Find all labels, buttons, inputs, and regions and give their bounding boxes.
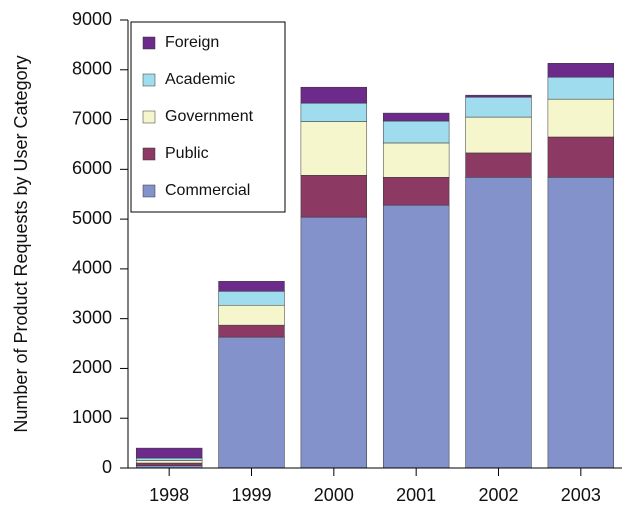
bar-segment xyxy=(135,460,203,464)
legend-swatch xyxy=(142,36,156,50)
x-tick-label: 2001 xyxy=(396,485,436,505)
y-tick-label: 2000 xyxy=(72,357,112,377)
legend-swatch xyxy=(142,110,156,124)
y-tick-label: 5000 xyxy=(72,208,112,228)
legend-label: Academic xyxy=(165,71,235,88)
x-tick-label: 2000 xyxy=(314,485,354,505)
bar-segment xyxy=(135,457,203,461)
bar-segment xyxy=(547,76,615,100)
x-tick-label: 1998 xyxy=(149,485,189,505)
bar-segment xyxy=(218,324,285,338)
bar-segment xyxy=(218,291,285,306)
bar-segment xyxy=(465,96,532,118)
y-tick-label: 7000 xyxy=(72,108,112,128)
bar-segment xyxy=(465,152,532,178)
bar-segment xyxy=(300,121,368,176)
bar-segment xyxy=(135,462,203,466)
bar-segment xyxy=(135,447,203,459)
bar-segment xyxy=(547,136,615,178)
bar-segment xyxy=(382,177,450,206)
y-tick-label: 3000 xyxy=(72,307,112,327)
bar-segment xyxy=(547,63,615,78)
legend-label: Commercial xyxy=(165,182,250,199)
bar-segment xyxy=(300,86,368,104)
legend-swatch xyxy=(142,147,156,161)
y-tick-label: 0 xyxy=(102,457,112,477)
y-tick-label: 4000 xyxy=(72,258,112,278)
bar-segment xyxy=(382,120,450,144)
bar-segment xyxy=(382,112,450,122)
bar-segment xyxy=(300,175,368,218)
y-tick-label: 6000 xyxy=(72,158,112,178)
bar-segment xyxy=(382,204,450,469)
legend-swatch xyxy=(142,73,156,87)
y-axis-label: Number of Product Requests by User Categ… xyxy=(11,55,31,432)
x-tick-label: 2003 xyxy=(561,485,601,505)
y-tick-label: 1000 xyxy=(72,407,112,427)
bar-segment xyxy=(382,142,450,178)
bar-segment xyxy=(218,281,285,292)
x-tick-label: 2002 xyxy=(478,485,518,505)
legend-label: Public xyxy=(165,145,209,162)
bar-segment xyxy=(300,216,368,469)
legend-label: Foreign xyxy=(165,34,219,51)
bar-segment xyxy=(465,94,532,98)
bar-segment xyxy=(218,336,285,469)
bar-segment xyxy=(547,177,615,469)
legend-swatch xyxy=(142,184,156,198)
bar-segment xyxy=(218,304,285,326)
bar-segment xyxy=(547,98,615,138)
bar-segment xyxy=(465,177,532,469)
x-tick-label: 1999 xyxy=(231,485,271,505)
legend: Foreign Academic Government Public Commercia… xyxy=(130,21,286,213)
legend-box xyxy=(130,21,286,213)
bar-segment xyxy=(300,102,368,122)
legend-label: Government xyxy=(165,108,254,125)
y-tick-label: 8000 xyxy=(72,59,112,79)
bar-segment xyxy=(465,116,532,154)
y-tick-label: 9000 xyxy=(72,9,112,29)
